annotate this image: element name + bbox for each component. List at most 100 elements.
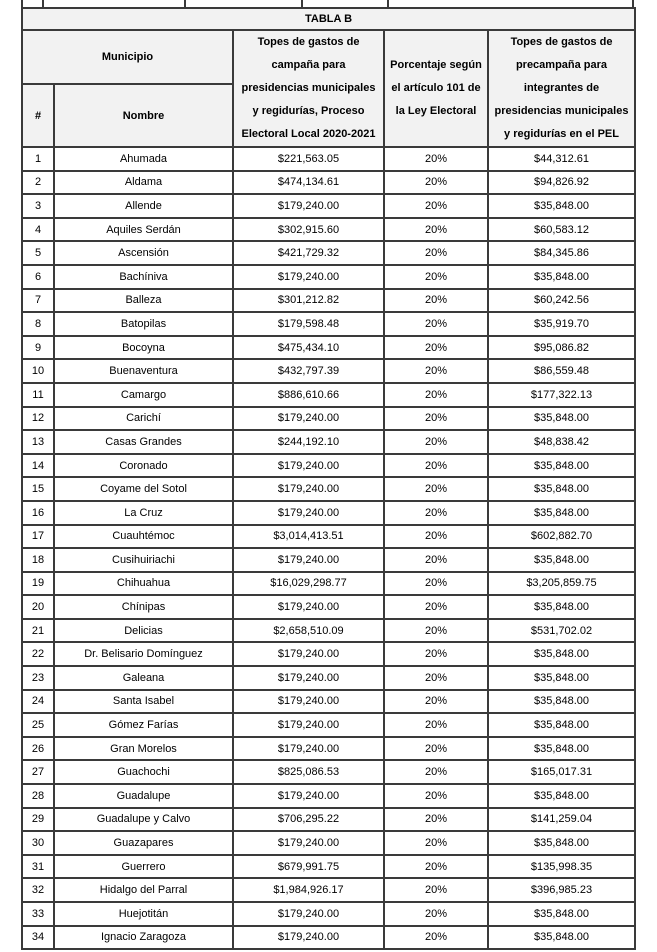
row-number-cell: 19 xyxy=(21,570,55,597)
row-number-cell: 8 xyxy=(21,311,55,337)
table-row: 26 Gran Morelos $179,240.00 20% $35,848.00 xyxy=(21,735,636,762)
percentage-cell: 20% xyxy=(383,759,489,786)
precampaign-cap-cell: $60,583.12 xyxy=(487,216,636,243)
municipality-name-cell: Aldama xyxy=(53,169,234,196)
row-number-cell: 9 xyxy=(21,334,55,361)
municipality-name-cell: La Cruz xyxy=(53,499,234,526)
table-row: 7 Balleza $301,212.82 20% $60,242.56 xyxy=(21,287,636,314)
municipality-name-cell: Ignacio Zaragoza xyxy=(53,924,234,951)
precampaign-cap-cell: $35,848.00 xyxy=(487,476,636,502)
percentage-cell: 20% xyxy=(383,311,489,337)
row-number-cell: 11 xyxy=(21,381,55,408)
row-number-cell: 29 xyxy=(21,806,55,833)
top-border-stub xyxy=(184,0,186,8)
top-border-stub xyxy=(21,0,23,8)
campaign-cap-cell: $302,915.60 xyxy=(232,216,385,243)
header-precampaign-caps: Topes de gastos de precampaña para integ… xyxy=(487,29,636,148)
header-name: Nombre xyxy=(53,83,234,148)
row-number-cell: 7 xyxy=(21,287,55,314)
table-row: 4 Aquiles Serdán $302,915.60 20% $60,583.12 xyxy=(21,216,636,243)
row-number-cell: 2 xyxy=(21,169,55,196)
precampaign-cap-cell: $35,848.00 xyxy=(487,405,636,432)
table-title-row: TABLA B xyxy=(21,7,636,31)
row-number-cell: 12 xyxy=(21,405,55,432)
row-number-cell: 25 xyxy=(21,712,55,738)
header-row-group: Municipio Topes de gastos de campaña par… xyxy=(21,28,636,148)
row-number-cell: 1 xyxy=(21,146,55,172)
top-border-stub xyxy=(42,0,44,8)
header-municipio: Municipio xyxy=(21,28,234,86)
table-row: 6 Bachíniva $179,240.00 20% $35,848.00 xyxy=(21,263,636,290)
header-subrow: # Nombre xyxy=(21,83,635,148)
row-number-cell: 6 xyxy=(21,263,55,290)
row-number-cell: 24 xyxy=(21,688,55,715)
percentage-cell: 20% xyxy=(383,901,489,927)
percentage-cell: 20% xyxy=(383,712,489,738)
precampaign-cap-cell: $35,848.00 xyxy=(487,783,636,809)
table-row: 13 Casas Grandes $244,192.10 20% $48,838.42 xyxy=(21,429,636,455)
percentage-cell: 20% xyxy=(383,216,489,243)
precampaign-cap-cell: $35,919.70 xyxy=(487,311,636,337)
percentage-cell: 20% xyxy=(383,735,489,762)
municipality-name-cell: Chínipas xyxy=(53,594,234,620)
municipality-name-cell: Casas Grandes xyxy=(53,429,234,455)
table-row: 3 Allende $179,240.00 20% $35,848.00 xyxy=(21,193,636,219)
municipality-name-cell: Hidalgo del Parral xyxy=(53,877,234,903)
percentage-cell: 20% xyxy=(383,334,489,361)
municipality-name-cell: Carichí xyxy=(53,405,234,432)
table-row: 15 Coyame del Sotol $179,240.00 20% $35,848.… xyxy=(21,476,636,502)
campaign-cap-cell: $3,014,413.51 xyxy=(232,523,385,550)
campaign-cap-cell: $179,240.00 xyxy=(232,476,385,502)
percentage-cell: 20% xyxy=(383,877,489,903)
municipality-name-cell: Aquiles Serdán xyxy=(53,216,234,243)
table-row: 19 Chihuahua $16,029,298.77 20% $3,205,859.7… xyxy=(21,570,636,597)
municipality-name-cell: Bachíniva xyxy=(53,263,234,290)
campaign-cap-cell: $179,598.48 xyxy=(232,311,385,337)
precampaign-cap-cell: $95,086.82 xyxy=(487,334,636,361)
municipality-name-cell: Ahumada xyxy=(53,146,234,172)
precampaign-cap-cell: $35,848.00 xyxy=(487,924,636,951)
row-number-cell: 13 xyxy=(21,429,55,455)
percentage-cell: 20% xyxy=(383,688,489,715)
percentage-cell: 20% xyxy=(383,570,489,597)
precampaign-cap-cell: $165,017.31 xyxy=(487,759,636,786)
municipality-name-cell: Camargo xyxy=(53,381,234,408)
campaign-cap-cell: $179,240.00 xyxy=(232,405,385,432)
table-row: 32 Hidalgo del Parral $1,984,926.17 20% $396… xyxy=(21,877,636,903)
campaign-cap-cell: $179,240.00 xyxy=(232,901,385,927)
row-number-cell: 20 xyxy=(21,594,55,620)
campaign-cap-cell: $179,240.00 xyxy=(232,688,385,715)
row-number-cell: 21 xyxy=(21,617,55,644)
municipality-name-cell: Coronado xyxy=(53,452,234,479)
municipality-name-cell: Cuauhtémoc xyxy=(53,523,234,550)
percentage-cell: 20% xyxy=(383,499,489,526)
precampaign-cap-cell: $177,322.13 xyxy=(487,381,636,408)
row-number-cell: 3 xyxy=(21,193,55,219)
row-number-cell: 33 xyxy=(21,901,55,927)
municipality-name-cell: Dr. Belisario Domínguez xyxy=(53,641,234,668)
precampaign-cap-cell: $35,848.00 xyxy=(487,263,636,290)
row-number-cell: 28 xyxy=(21,783,55,809)
table-row: 10 Buenaventura $432,797.39 20% $86,559.48 xyxy=(21,358,636,384)
row-number-cell: 34 xyxy=(21,924,55,951)
percentage-cell: 20% xyxy=(383,193,489,219)
precampaign-cap-cell: $35,848.00 xyxy=(487,594,636,620)
table-title: TABLA B xyxy=(21,7,636,31)
percentage-cell: 20% xyxy=(383,853,489,880)
precampaign-cap-cell: $44,312.61 xyxy=(487,146,636,172)
percentage-cell: 20% xyxy=(383,641,489,668)
percentage-cell: 20% xyxy=(383,617,489,644)
row-number-cell: 32 xyxy=(21,877,55,903)
campaign-cap-cell: $179,240.00 xyxy=(232,263,385,290)
row-number-cell: 14 xyxy=(21,452,55,479)
precampaign-cap-cell: $396,985.23 xyxy=(487,877,636,903)
table-row: 5 Ascensión $421,729.32 20% $84,345.86 xyxy=(21,240,636,266)
row-number-cell: 22 xyxy=(21,641,55,668)
row-number-cell: 27 xyxy=(21,759,55,786)
table-row: 28 Guadalupe $179,240.00 20% $35,848.00 xyxy=(21,783,636,809)
row-number-cell: 5 xyxy=(21,240,55,266)
municipality-name-cell: Galeana xyxy=(53,665,234,691)
campaign-cap-cell: $16,029,298.77 xyxy=(232,570,385,597)
precampaign-cap-cell: $135,998.35 xyxy=(487,853,636,880)
percentage-cell: 20% xyxy=(383,665,489,691)
